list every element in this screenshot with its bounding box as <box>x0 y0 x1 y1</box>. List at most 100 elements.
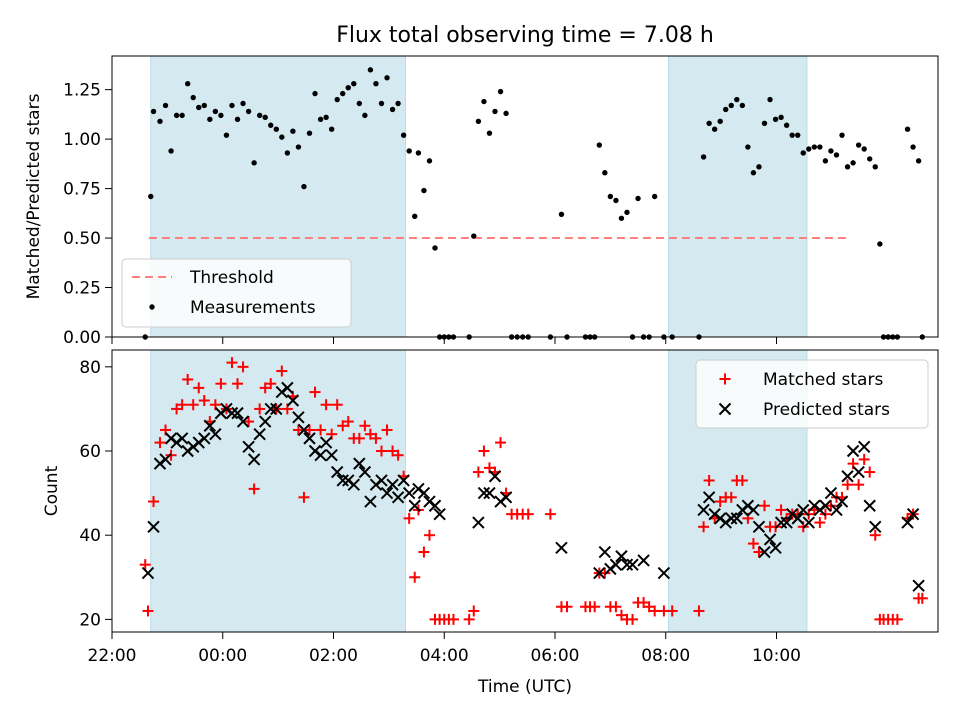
matched-point <box>342 416 354 428</box>
count-legend: Matched stars Predicted stars <box>695 359 929 429</box>
predicted-point <box>593 566 606 580</box>
measurement-point <box>723 106 729 113</box>
measurement-point <box>284 150 291 156</box>
measurement-point <box>761 120 768 126</box>
measurement-point <box>833 152 840 158</box>
measurement-point <box>795 132 801 138</box>
measurement-point <box>421 187 427 194</box>
predicted-point <box>857 440 871 454</box>
matched-point <box>468 605 480 617</box>
ratio-panel-frame <box>111 55 939 338</box>
matched-point <box>370 432 382 444</box>
matched-point <box>522 508 534 520</box>
predicted-point <box>472 516 485 529</box>
measurement-point <box>196 104 202 111</box>
predicted-point <box>330 465 344 479</box>
predicted-point <box>824 486 838 500</box>
count-y-tick-label: 60 <box>79 442 101 462</box>
measurement-point <box>256 112 263 119</box>
ratio-panel: 0.00 0.25 0.50 0.75 1.00 1.25 Matched/Predict… <box>24 55 939 348</box>
measurement-point <box>389 106 396 113</box>
predicted-point <box>258 415 272 428</box>
predicted-point <box>774 516 788 529</box>
legend-x-marker <box>718 402 732 416</box>
measurement-point <box>855 142 862 148</box>
measurement-point <box>328 126 335 132</box>
matched-point <box>171 403 183 415</box>
predicted-point <box>314 449 327 462</box>
measurement-point <box>179 112 185 119</box>
matched-point <box>447 613 459 625</box>
matched-point <box>226 357 238 369</box>
x-tick-label: 22:00 <box>88 646 137 666</box>
legend-predicted-label: Predicted stars <box>763 400 890 420</box>
matched-point <box>649 605 661 617</box>
ratio-y-tick-label: 1.00 <box>63 130 101 150</box>
ratio-legend-box <box>121 258 352 328</box>
measurement-point <box>877 241 883 247</box>
matched-point <box>643 601 655 613</box>
matched-point <box>353 432 365 444</box>
predicted-point <box>830 503 843 517</box>
matched-point <box>853 479 865 491</box>
measurement-point <box>150 108 157 115</box>
measurement-point <box>800 150 806 156</box>
measurement-point <box>817 144 823 150</box>
predicted-point <box>488 470 502 483</box>
matched-point <box>418 546 430 558</box>
matched-point <box>364 428 376 440</box>
predicted-point <box>763 533 777 546</box>
measurement-point <box>910 144 916 150</box>
measurement-point <box>717 118 723 125</box>
matched-point <box>703 474 715 486</box>
measurement-point <box>395 100 401 107</box>
predicted-point <box>325 449 338 462</box>
predicted-point <box>380 486 394 500</box>
measurement-point <box>173 112 180 119</box>
predicted-point <box>209 427 222 441</box>
predicted-point <box>626 558 639 571</box>
measurement-point <box>750 170 757 176</box>
predicted-point <box>615 550 628 563</box>
measurement-point <box>312 90 318 97</box>
measurement-point <box>651 193 658 200</box>
count-panel-frame <box>111 349 939 633</box>
matched-point <box>916 592 928 604</box>
predicted-point <box>225 406 239 420</box>
measurement-point <box>295 144 302 150</box>
matched-point <box>142 605 154 617</box>
predicted-point <box>303 432 316 445</box>
measurement-point <box>635 195 641 202</box>
count-y-tick-label: 20 <box>79 610 101 630</box>
count-y-tick-label: 40 <box>79 526 101 546</box>
predicted-point <box>769 541 782 555</box>
measurement-point <box>915 158 922 164</box>
matched-point <box>315 424 327 436</box>
measurement-point <box>607 193 614 200</box>
matched-point <box>472 466 484 478</box>
matched-point <box>775 504 787 516</box>
ratio-y-tick-label: 0.00 <box>63 328 101 348</box>
measurement-point <box>700 154 707 160</box>
predicted-point <box>270 402 283 416</box>
matched-point <box>193 382 205 394</box>
measurement-point <box>828 148 834 154</box>
matched-point <box>698 521 710 533</box>
predicted-point <box>433 507 446 521</box>
predicted-point <box>253 427 266 441</box>
measurement-point <box>367 67 374 73</box>
measurement-point <box>711 126 718 132</box>
matched-point <box>758 500 770 512</box>
legend-threshold-label: Threshold <box>189 268 274 288</box>
x-tick-label: 02:00 <box>309 646 358 666</box>
ratio-x-ticks <box>111 337 777 344</box>
matched-point <box>292 424 304 436</box>
measurement-point <box>503 110 509 117</box>
matched-point <box>359 420 371 432</box>
matched-point <box>304 424 316 436</box>
predicted-point <box>758 545 771 559</box>
measurement-point <box>212 108 219 115</box>
matched-point <box>864 466 876 478</box>
measurement-point <box>240 100 246 107</box>
matched-point <box>215 378 227 390</box>
